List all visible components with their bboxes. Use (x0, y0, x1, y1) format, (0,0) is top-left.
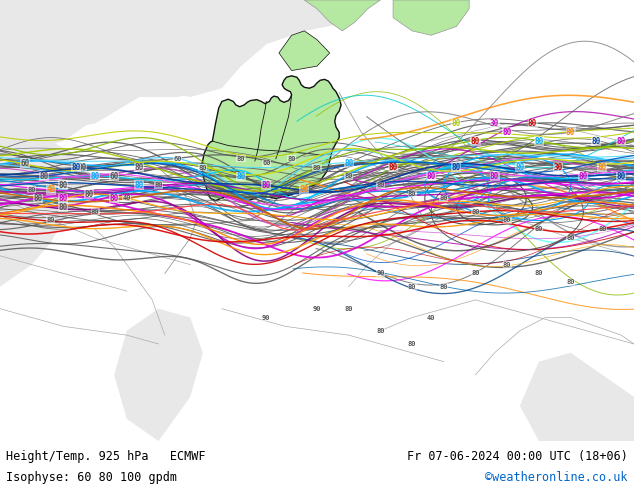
Text: 90: 90 (376, 270, 385, 276)
Text: 60: 60 (21, 159, 30, 168)
Text: 80: 80 (439, 196, 448, 201)
Text: 40: 40 (122, 196, 131, 201)
Text: 80: 80 (78, 163, 87, 172)
Text: 80: 80 (408, 191, 417, 197)
Text: 80: 80 (598, 226, 607, 232)
Polygon shape (520, 353, 634, 441)
Text: 80: 80 (439, 284, 448, 290)
Text: 80: 80 (534, 137, 543, 146)
Polygon shape (0, 132, 89, 287)
Polygon shape (279, 31, 330, 71)
Text: 80: 80 (617, 137, 626, 146)
Text: 80: 80 (236, 156, 245, 162)
Text: 80: 80 (344, 159, 353, 168)
Text: 80: 80 (408, 284, 417, 290)
Text: 80: 80 (566, 128, 575, 137)
Text: 80: 80 (534, 270, 543, 276)
Text: 80: 80 (110, 194, 119, 203)
Text: 40: 40 (46, 185, 55, 194)
Text: 30: 30 (553, 163, 562, 172)
Text: 80: 80 (198, 165, 207, 171)
Text: 60: 60 (262, 160, 271, 166)
Text: 80: 80 (503, 218, 512, 223)
Text: 80: 80 (471, 270, 480, 276)
Text: 80: 80 (452, 119, 461, 128)
Text: 80: 80 (135, 181, 144, 190)
Text: 80: 80 (592, 137, 600, 146)
Text: 80: 80 (471, 209, 480, 215)
Text: 80: 80 (376, 182, 385, 188)
Text: 80: 80 (135, 163, 144, 172)
Polygon shape (0, 0, 349, 141)
Text: 40: 40 (427, 315, 436, 320)
Text: 80: 80 (27, 187, 36, 193)
Text: 80: 80 (566, 235, 575, 241)
Text: 80: 80 (300, 185, 309, 194)
Text: 80: 80 (91, 172, 100, 181)
Polygon shape (0, 0, 349, 150)
Text: 80: 80 (59, 203, 68, 212)
Text: 80: 80 (91, 209, 100, 215)
Text: 80: 80 (154, 182, 163, 188)
Text: 80: 80 (452, 163, 461, 172)
Text: 60: 60 (110, 172, 119, 181)
Text: 80: 80 (40, 172, 49, 181)
Text: 80: 80 (515, 163, 524, 172)
Text: 80: 80 (236, 172, 245, 181)
Text: Height/Temp. 925 hPa   ECMWF: Height/Temp. 925 hPa ECMWF (6, 450, 206, 463)
Text: 80: 80 (313, 165, 321, 171)
Text: 80: 80 (344, 173, 353, 179)
Text: 80: 80 (503, 128, 512, 137)
Text: Fr 07-06-2024 00:00 UTC (18+06): Fr 07-06-2024 00:00 UTC (18+06) (407, 450, 628, 463)
Text: 80: 80 (617, 172, 626, 181)
Text: 80: 80 (579, 172, 588, 181)
Polygon shape (114, 309, 203, 441)
Text: 80: 80 (528, 119, 537, 128)
Text: 80: 80 (503, 262, 512, 268)
Text: 80: 80 (72, 163, 81, 172)
Text: 80: 80 (534, 226, 543, 232)
Text: 80: 80 (84, 190, 93, 198)
Polygon shape (393, 0, 469, 35)
Text: 80: 80 (34, 194, 42, 203)
Text: 80: 80 (59, 194, 68, 203)
Polygon shape (304, 0, 380, 31)
Text: 80: 80 (389, 163, 398, 172)
Polygon shape (202, 76, 341, 200)
Text: 80: 80 (287, 156, 296, 162)
Text: 80: 80 (408, 341, 417, 347)
Text: 90: 90 (313, 306, 321, 312)
Text: 30: 30 (490, 119, 499, 128)
Text: 80: 80 (262, 181, 271, 190)
Text: 60: 60 (173, 156, 182, 162)
Text: 80: 80 (46, 218, 55, 223)
Text: 90: 90 (262, 315, 271, 320)
Text: 80: 80 (427, 172, 436, 181)
Text: ©weatheronline.co.uk: ©weatheronline.co.uk (485, 471, 628, 484)
Text: 80: 80 (598, 163, 607, 172)
Text: 80: 80 (471, 137, 480, 146)
Text: 80: 80 (344, 306, 353, 312)
Text: Isophyse: 60 80 100 gpdm: Isophyse: 60 80 100 gpdm (6, 471, 178, 484)
Text: 80: 80 (376, 328, 385, 334)
Text: 80: 80 (566, 279, 575, 285)
Text: 80: 80 (490, 172, 499, 181)
Text: 80: 80 (59, 181, 68, 190)
